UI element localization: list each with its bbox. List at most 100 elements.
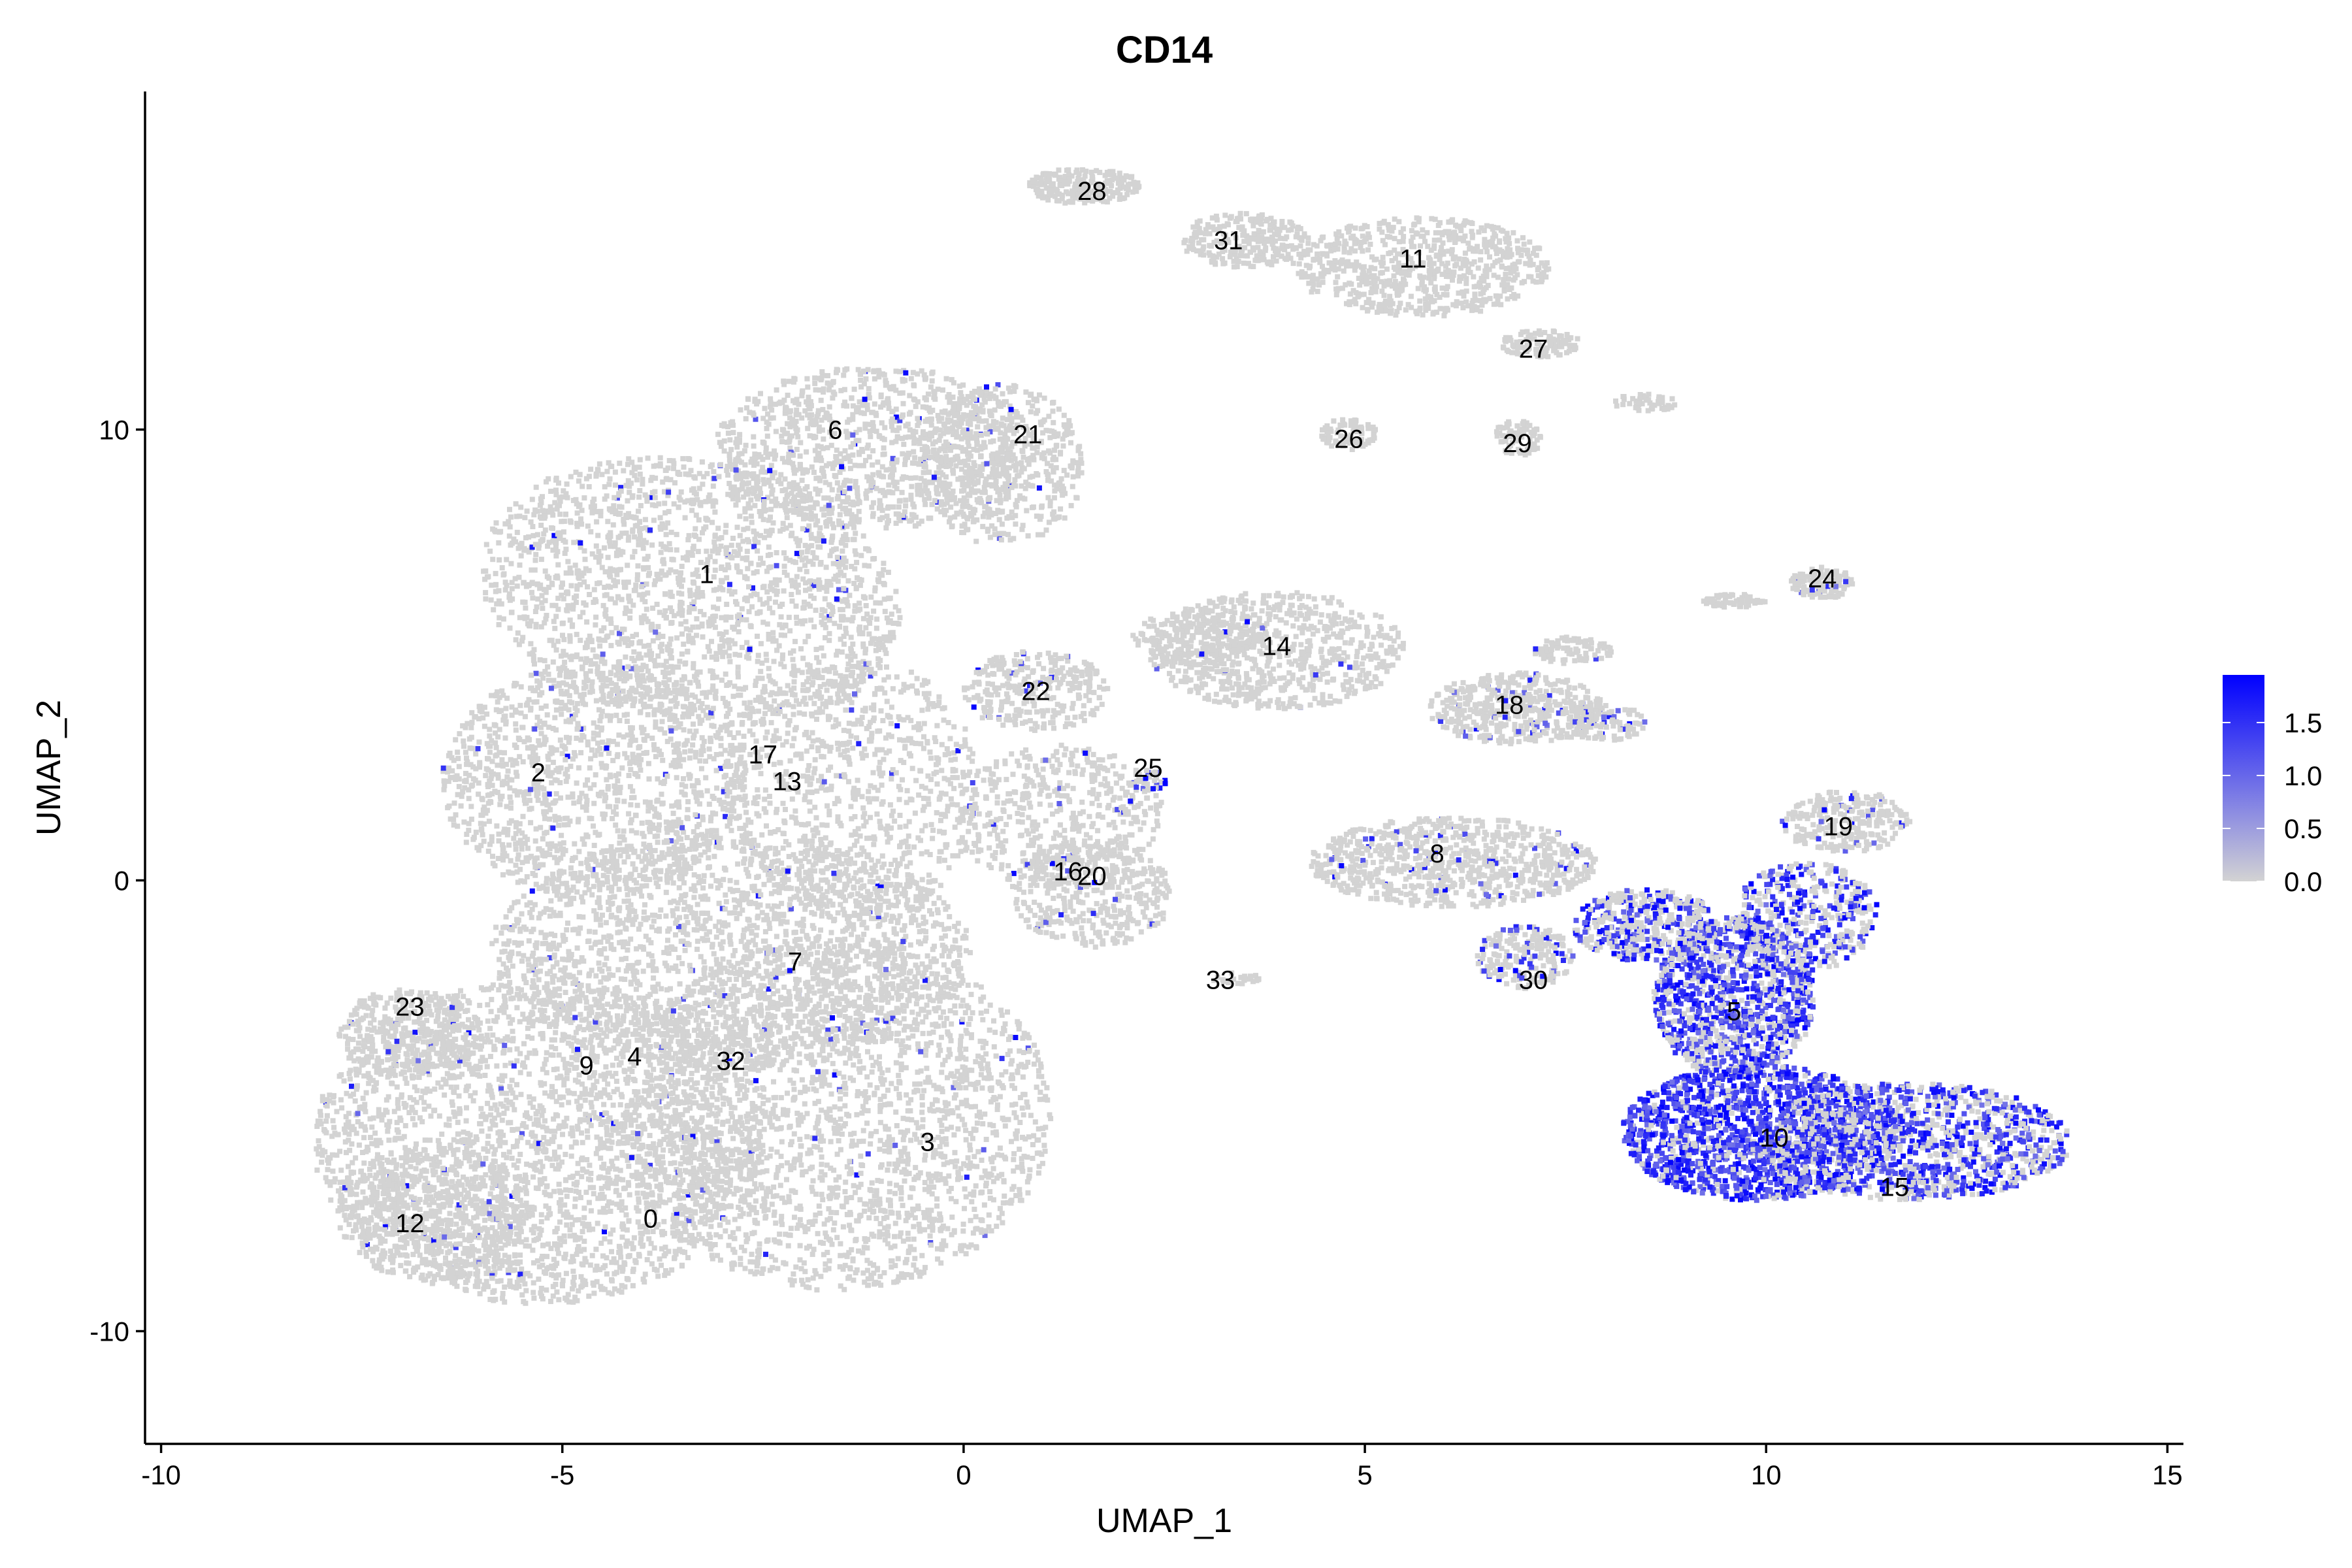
cell-point xyxy=(760,1203,765,1209)
cell-point xyxy=(1009,1076,1014,1081)
cell-point xyxy=(1017,1120,1022,1125)
cell-point xyxy=(576,1190,581,1195)
cell-point xyxy=(557,1220,563,1225)
cell-point xyxy=(784,1177,789,1183)
cell-point xyxy=(952,1004,957,1009)
cell-point xyxy=(1012,1110,1017,1115)
cell-point xyxy=(470,1071,475,1077)
cell-point xyxy=(474,1134,479,1139)
cell-point xyxy=(819,1162,824,1167)
cell-point xyxy=(683,1151,688,1156)
cell-point xyxy=(832,1104,838,1109)
cell-point xyxy=(439,1132,444,1137)
cell-point xyxy=(518,1070,523,1075)
cell-point xyxy=(981,1147,987,1152)
cell-point xyxy=(975,1120,980,1126)
cell-point xyxy=(715,1253,720,1258)
cell-point xyxy=(571,1258,576,1264)
cell-point xyxy=(522,1281,527,1286)
cell-point xyxy=(573,1196,578,1201)
cell-point xyxy=(788,1277,793,1282)
cell-point xyxy=(661,1137,666,1142)
cell-point xyxy=(866,1151,871,1156)
cell-point xyxy=(909,1275,914,1280)
cell-point xyxy=(666,1174,672,1179)
cell-point xyxy=(564,1222,569,1228)
cell-point xyxy=(602,1229,607,1234)
cell-point xyxy=(674,1032,679,1037)
cell-point xyxy=(484,1271,489,1276)
cell-point xyxy=(831,1227,836,1232)
cell-point xyxy=(670,1097,675,1102)
cell-point xyxy=(676,1132,681,1137)
cell-point xyxy=(749,1252,755,1257)
cell-point xyxy=(364,1090,369,1096)
cell-point xyxy=(489,1276,495,1281)
cell-point xyxy=(615,1123,621,1128)
cell-point xyxy=(581,1205,587,1211)
cell-point xyxy=(824,1004,829,1009)
cell-point xyxy=(939,1123,944,1128)
cell-point xyxy=(738,1262,743,1267)
cell-point xyxy=(1037,1164,1042,1169)
cell-point xyxy=(1013,1102,1018,1107)
cell-point xyxy=(966,983,971,988)
cell-point xyxy=(917,1273,923,1279)
cell-point xyxy=(896,1092,902,1097)
cell-point xyxy=(868,1083,873,1088)
cell-point xyxy=(742,1248,747,1253)
cell-point xyxy=(744,1088,749,1093)
cell-point xyxy=(646,1236,651,1241)
cell-point xyxy=(800,1115,806,1120)
cell-point xyxy=(962,1122,967,1128)
cell-point xyxy=(921,1031,926,1036)
cell-point xyxy=(572,1275,577,1280)
cell-point xyxy=(347,1148,352,1153)
cell-point xyxy=(705,1175,710,1181)
cell-point xyxy=(1005,1009,1010,1015)
cell-point xyxy=(818,1139,823,1144)
cell-point xyxy=(910,1034,915,1039)
cell-point xyxy=(696,1026,701,1031)
cell-point xyxy=(507,1084,512,1089)
cell-point xyxy=(887,1149,892,1154)
cell-point xyxy=(580,1221,585,1226)
cell-point xyxy=(981,1045,986,1051)
cell-point xyxy=(675,1229,680,1234)
cell-point xyxy=(740,1123,745,1128)
cell-point xyxy=(574,1065,579,1070)
cell-point xyxy=(1017,1187,1022,1192)
cell-point xyxy=(890,981,895,987)
cell-point xyxy=(841,1075,846,1080)
cell-point xyxy=(566,1041,571,1046)
cell-point xyxy=(608,1232,613,1237)
cell-point xyxy=(1030,1142,1036,1147)
cell-point xyxy=(764,1239,770,1244)
cell-point xyxy=(576,1161,581,1166)
cell-point xyxy=(668,1161,674,1166)
cell-points xyxy=(314,167,2069,1306)
cell-point xyxy=(771,1079,776,1085)
cell-point xyxy=(899,1067,904,1072)
cell-point xyxy=(975,1149,981,1154)
cell-point xyxy=(874,1129,879,1134)
cell-point xyxy=(819,1017,825,1022)
cell-point xyxy=(947,1052,953,1057)
cell-point xyxy=(704,1086,709,1092)
cell-point xyxy=(674,1216,679,1221)
cell-point xyxy=(871,1209,876,1214)
cell-point xyxy=(899,1062,904,1067)
cell-point xyxy=(900,1049,905,1054)
cell-point xyxy=(703,1203,708,1208)
cell-point xyxy=(846,1250,851,1255)
cell-point xyxy=(683,994,688,999)
cell-point xyxy=(553,1089,558,1094)
cell-point xyxy=(728,1111,734,1116)
cell-point xyxy=(683,1157,688,1162)
cell-point xyxy=(792,1132,797,1137)
cell-point xyxy=(482,1218,487,1223)
cell-point xyxy=(556,1272,561,1277)
cell-point xyxy=(559,1102,564,1107)
cell-point xyxy=(532,1122,537,1127)
cell-point xyxy=(967,1143,972,1148)
